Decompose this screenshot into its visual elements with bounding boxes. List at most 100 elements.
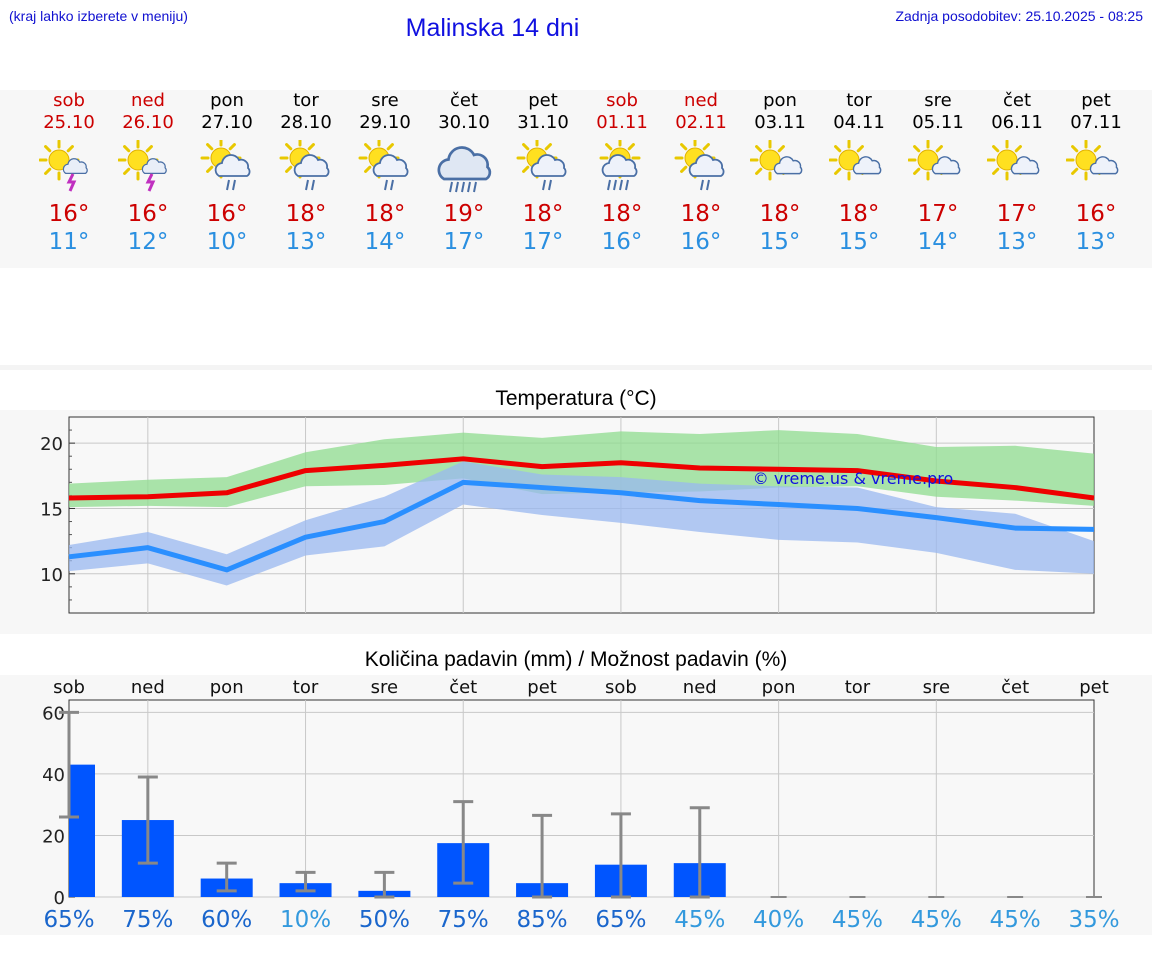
max-temperature: 18° [364,201,406,227]
sun-cloud-rain-icon [187,138,267,198]
sun-cloud-icon [898,138,978,198]
precip-probability: 45% [911,907,962,933]
day-date: 01.11 [596,112,648,133]
sun-cloud-icon [1056,138,1136,198]
day-column: ned 26.10 16° 12° [108,90,188,256]
min-temperature: 14° [364,229,406,255]
day-date: 26.10 [122,112,174,133]
x-day-label: pet [527,677,557,698]
sun-cloud-icon [977,138,1057,198]
day-column: sob 01.11 18° 16° [582,90,662,256]
day-name: čet [449,90,479,111]
day-column: sob 25.10 16° 11° [29,90,109,256]
day-column: sre 29.10 18° 14° [345,90,425,256]
location-hint: (kraj lahko izberete v meniju) [9,8,188,24]
min-temp-band [69,461,1094,586]
x-day-label: čet [449,677,477,698]
sun-cloud-thunder-icon [29,138,109,198]
watermark: © vreme.us & vreme.pro [753,469,954,488]
day-date: 07.11 [1070,112,1122,133]
y-tick-label: 20 [42,826,65,847]
precip-chart-title: Količina padavin (mm) / Možnost padavin … [364,648,788,671]
day-name: sob [606,90,638,111]
x-day-label: sob [605,677,637,698]
max-temperature: 18° [759,201,801,227]
min-temperature: 16° [680,229,722,255]
day-date: 27.10 [201,112,253,133]
max-temperature: 18° [838,201,880,227]
x-day-label: sob [53,677,85,698]
day-date: 04.11 [833,112,885,133]
last-updated: Zadnja posodobitev: 25.10.2025 - 08:25 [895,8,1143,24]
max-temperature: 18° [522,201,564,227]
day-column: pon 03.11 18° 15° [740,90,820,256]
sun-cloud-rain-icon [503,138,583,198]
x-day-label: sre [923,677,950,698]
max-temperature: 19° [443,201,485,227]
sun-cloud-rain-icon [661,138,741,198]
precip-probability: 65% [43,907,94,933]
x-day-label: sre [371,677,398,698]
precip-probability: 45% [832,907,883,933]
sun-cloud-icon [819,138,899,198]
x-day-label: ned [683,677,717,698]
min-temp-line [68,479,1095,573]
divider [0,365,1152,370]
precip-probability: 50% [359,907,410,933]
day-column: pon 27.10 16° 10° [187,90,267,256]
plot-area [68,699,1095,898]
min-temperature: 16° [601,229,643,255]
precip-probability: 60% [201,907,252,933]
day-date: 02.11 [675,112,727,133]
sun-cloud-icon [740,138,820,198]
day-name: sre [371,90,399,111]
day-name: tor [846,90,872,111]
day-date: 29.10 [359,112,411,133]
max-temperature: 16° [48,201,90,227]
precip-probability: 10% [280,907,331,933]
temperature-chart: 10 15 20 © vreme.us & vreme.pro [40,416,1095,614]
y-tick-label: 10 [40,565,63,586]
page-title: Malinska 14 dni [405,14,580,42]
day-column: pet 07.11 16° 13° [1056,90,1136,256]
precip-probability: 65% [595,907,646,933]
min-temperature: 17° [522,229,564,255]
day-date: 31.10 [517,112,569,133]
y-tick-label: 40 [42,765,65,786]
y-tick-label: 20 [40,434,63,455]
forecast-strip: sob 25.10 16° 11° ned 26.10 16° 12° pon 27.10 16° 1… [0,90,1152,268]
precip-probability: 85% [517,907,568,933]
day-name: sob [53,90,85,111]
y-tick-label: 60 [42,703,65,724]
sun-cloud-heavy-rain-icon [582,138,662,198]
sun-cloud-rain-icon [266,138,346,198]
min-temperature: 11° [48,229,90,255]
x-day-label: pon [762,677,796,698]
cloud-heavy-rain-icon [424,138,504,198]
day-column: pet 31.10 18° 17° [503,90,583,256]
day-column: sre 05.11 17° 14° [898,90,978,256]
precip-probability: 75% [122,907,173,933]
day-name: pon [763,90,797,111]
sun-cloud-thunder-icon [108,138,188,198]
max-temperature: 17° [996,201,1038,227]
day-column: čet 30.10 19° 17° [424,90,504,256]
day-name: pon [210,90,244,111]
day-name: sre [924,90,952,111]
min-temperature: 13° [1075,229,1117,255]
max-temperature: 18° [285,201,327,227]
precip-bar [69,764,95,897]
day-column: tor 04.11 18° 15° [819,90,899,256]
day-column: tor 28.10 18° 13° [266,90,346,256]
min-temperature: 14° [917,229,959,255]
min-temperature: 10° [206,229,248,255]
day-date: 30.10 [438,112,490,133]
day-name: pet [528,90,558,111]
day-name: ned [131,90,165,111]
min-temperature: 12° [127,229,169,255]
day-date: 28.10 [280,112,332,133]
day-date: 06.11 [991,112,1043,133]
x-day-label: pet [1079,677,1109,698]
precip-probability: 45% [990,907,1041,933]
max-temperature: 18° [601,201,643,227]
